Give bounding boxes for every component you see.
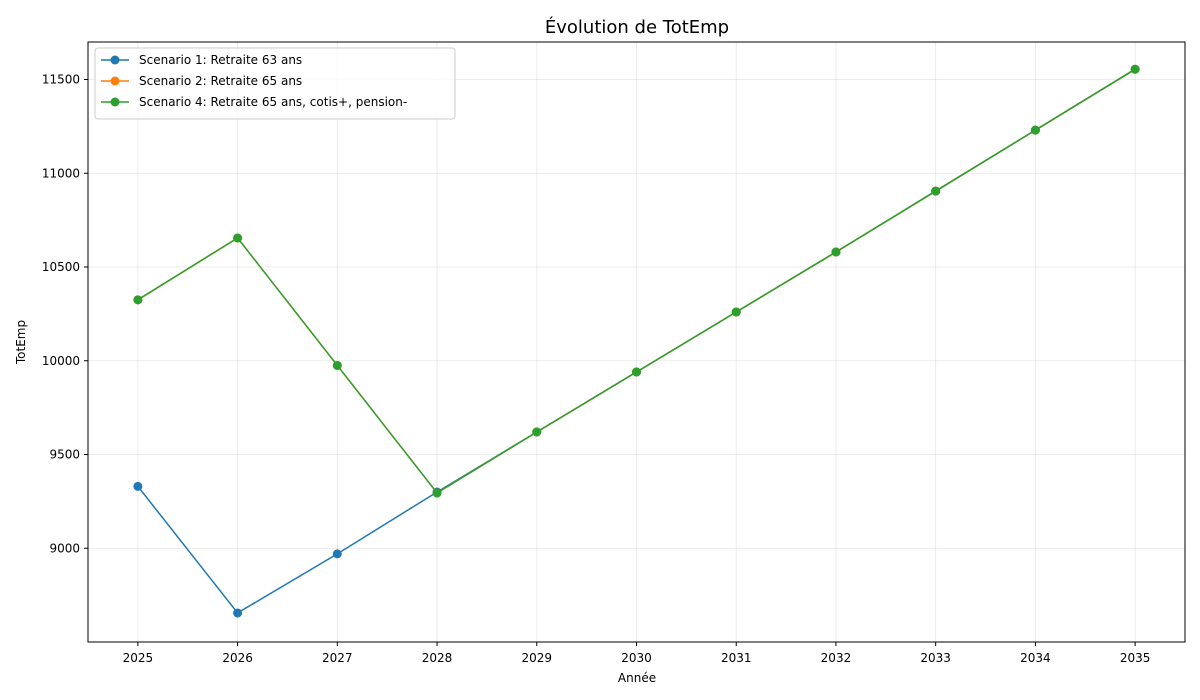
x-axis-ticks: 2025 2026 2027 2028 2029 2030 2031 2032 2033 2034…: [123, 642, 1151, 665]
data-point: [233, 608, 243, 618]
data-point: [1030, 125, 1040, 135]
y-tick-label: 9500: [49, 448, 80, 462]
data-point: [632, 367, 641, 377]
legend-label: Scenario 4: Retraite 65 ans, cotis+, pen…: [139, 95, 407, 109]
x-tick-label: 2034: [1020, 651, 1051, 665]
y-axis-ticks: 9000 9500 10000 10500 11000 11500: [42, 73, 88, 555]
x-tick-label: 2027: [322, 651, 353, 665]
x-tick-label: 2032: [821, 651, 852, 665]
y-tick-label: 10500: [42, 260, 80, 274]
y-tick-label: 11000: [42, 166, 80, 180]
series-3: [133, 64, 1140, 498]
legend-label: Scenario 1: Retraite 63 ans: [139, 53, 302, 67]
data-point: [133, 295, 143, 305]
data-point: [432, 488, 442, 498]
x-tick-label: 2026: [222, 651, 253, 665]
legend-item: Scenario 4: Retraite 65 ans, cotis+, pen…: [101, 95, 407, 109]
x-tick-label: 2033: [920, 651, 951, 665]
data-point: [931, 186, 941, 196]
legend-swatch-marker: [110, 76, 120, 86]
y-tick-label: 11500: [42, 73, 80, 87]
y-tick-label: 10000: [42, 354, 80, 368]
legend-swatch-marker: [110, 97, 120, 107]
y-tick-label: 9000: [49, 541, 80, 555]
data-point: [332, 549, 342, 559]
data-point: [133, 481, 143, 491]
data-point: [332, 360, 342, 370]
legend: Scenario 1: Retraite 63 ans Scenario 2: R…: [94, 47, 456, 120]
data-point: [731, 307, 741, 317]
chart-title: Évolution de TotEmp: [545, 16, 729, 38]
legend-item: Scenario 1: Retraite 63 ans: [101, 53, 302, 67]
data-point: [532, 427, 542, 437]
data-point: [831, 247, 841, 257]
x-axis-label: Année: [618, 671, 656, 685]
legend-item: Scenario 2: Retraite 65 ans: [101, 74, 302, 88]
legend-frame: [94, 47, 456, 120]
legend-label: Scenario 2: Retraite 65 ans: [139, 74, 302, 88]
x-tick-label: 2030: [621, 651, 652, 665]
x-tick-label: 2029: [521, 651, 552, 665]
x-tick-label: 2028: [422, 651, 453, 665]
series-group: [133, 64, 1140, 618]
x-tick-label: 2025: [123, 651, 154, 665]
x-tick-label: 2035: [1120, 651, 1151, 665]
y-axis-label: TotEmp: [14, 320, 28, 365]
x-tick-label: 2031: [721, 651, 752, 665]
legend-swatch-marker: [110, 55, 120, 65]
data-point: [1130, 64, 1140, 74]
data-point: [233, 233, 243, 243]
grid-lines: [88, 42, 1185, 642]
